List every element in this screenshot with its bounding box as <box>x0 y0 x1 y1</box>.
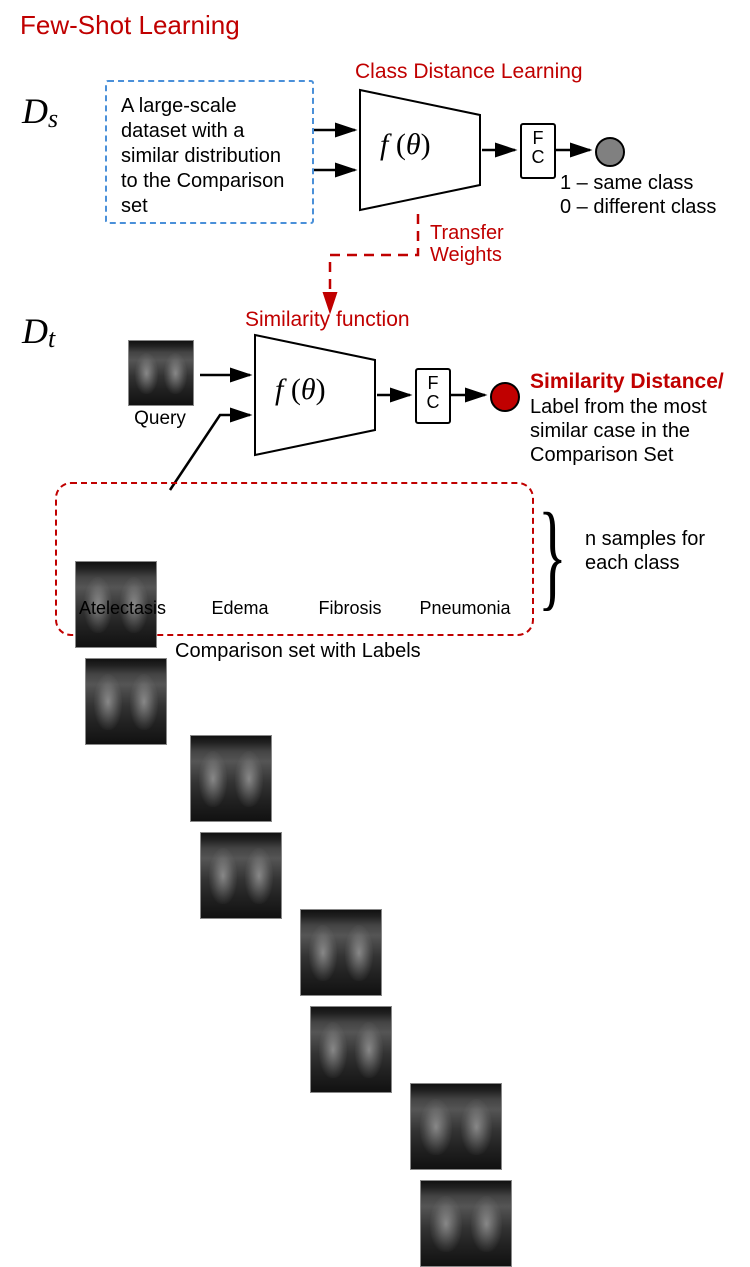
query-label: Query <box>128 408 192 430</box>
fc-box-upper: F C <box>520 123 556 179</box>
ds-D: D <box>22 91 48 131</box>
dt-D: D <box>22 311 48 351</box>
f-theta-upper: f (θ) <box>380 128 431 162</box>
output-circle-red <box>490 382 520 412</box>
transfer-weights-l2: Weights <box>430 244 502 267</box>
source-dataset-box: A large-scale dataset with a similar dis… <box>105 80 314 224</box>
output-same-class: 1 – same class <box>560 172 693 195</box>
fc-line1-upper: F <box>522 129 554 148</box>
transfer-weights-l1: Transfer <box>430 222 504 245</box>
page-title: Few-Shot Learning <box>20 10 240 41</box>
output-circle-gray <box>595 137 625 167</box>
similarity-function-label: Similarity function <box>245 308 410 332</box>
xray-label-1: Edema <box>195 598 285 619</box>
class-distance-learning-label: Class Distance Learning <box>355 60 583 84</box>
fc-line1-lower: F <box>417 374 449 393</box>
n-samples-l2: each class <box>585 552 680 575</box>
f-theta-lower: f (θ) <box>275 373 326 407</box>
xray-label-3: Pneumonia <box>415 598 515 619</box>
xray-edema-front <box>200 832 282 919</box>
fc-box-lower: F C <box>415 368 451 424</box>
xray-label-0: Atelectasis <box>70 598 175 619</box>
brace-icon: } <box>538 495 567 615</box>
query-xray-image <box>128 340 194 406</box>
xray-fibrosis-front <box>310 1006 392 1093</box>
n-samples-l1: n samples for <box>585 528 705 551</box>
xray-fibrosis-back <box>300 909 382 996</box>
source-dataset-desc: A large-scale dataset with a similar dis… <box>107 82 312 231</box>
ds-s: s <box>48 104 58 133</box>
similarity-distance-l1: Label from the most <box>530 396 707 419</box>
similarity-distance-l2: similar case in the <box>530 420 690 443</box>
xray-atelectasis-front <box>85 658 167 745</box>
xray-pneumonia-back <box>410 1083 502 1170</box>
xray-edema-back <box>190 735 272 822</box>
xray-label-2: Fibrosis <box>305 598 395 619</box>
similarity-distance-red: Similarity Distance/ <box>530 370 724 394</box>
fc-line2-upper: C <box>522 148 554 167</box>
xray-pneumonia-front <box>420 1180 512 1267</box>
comparison-set-caption: Comparison set with Labels <box>175 640 421 663</box>
similarity-distance-l3: Comparison Set <box>530 444 673 467</box>
ds-label: Ds <box>22 90 58 132</box>
output-diff-class: 0 – different class <box>560 196 716 219</box>
fc-line2-lower: C <box>417 393 449 412</box>
dt-label: Dt <box>22 310 55 352</box>
dt-t: t <box>48 324 55 353</box>
